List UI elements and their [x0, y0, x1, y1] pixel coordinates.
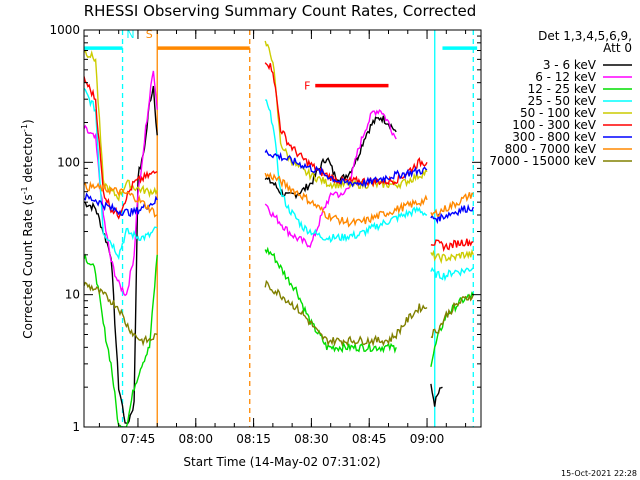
- series-line: [264, 62, 428, 188]
- series-line: [264, 40, 428, 190]
- series-line: [264, 148, 428, 189]
- generation-timestamp: 15-Oct-2021 22:28: [561, 469, 637, 478]
- legend-entry-label: 3 - 6 keV: [543, 58, 597, 72]
- series-line: [84, 87, 158, 261]
- y-tick-label: 10: [65, 288, 80, 302]
- series-line: [264, 279, 428, 347]
- y-axis-label: Corrected Count Rate (s-1 detector-1): [20, 119, 35, 338]
- plot-frame: [83, 29, 482, 428]
- x-axis-label: Start Time (14-May-02 07:31:02): [183, 455, 380, 469]
- series-line: [430, 291, 474, 367]
- series-layer: [84, 40, 474, 427]
- series-line: [430, 383, 443, 407]
- x-tick-label: 08:00: [178, 432, 213, 446]
- x-tick-label: 08:30: [294, 432, 329, 446]
- flag-label: S: [146, 28, 153, 41]
- legend-entry-label: 50 - 100 keV: [520, 106, 597, 120]
- flag-label: N: [126, 28, 134, 41]
- chart-title: RHESSI Observing Summary Count Rates, Co…: [84, 2, 477, 20]
- series-12-25keV: [84, 246, 474, 427]
- series-line: [264, 109, 397, 249]
- series-line: [430, 238, 474, 253]
- series-line: [84, 48, 158, 202]
- series-line: [264, 171, 428, 228]
- series-line: [430, 293, 474, 339]
- x-tick-label: 08:15: [236, 432, 271, 446]
- y-tick-label: 1: [72, 420, 80, 434]
- y-axis: 1 10 100 1000: [49, 23, 481, 434]
- series-6-12keV: [84, 70, 397, 297]
- x-tick-label: 09:00: [410, 432, 445, 446]
- series-line: [84, 85, 158, 425]
- y-tick-label: 1000: [49, 23, 80, 37]
- legend-entry-label: 6 - 12 keV: [535, 70, 597, 84]
- series-7000-15000keV: [84, 279, 474, 347]
- vertical-markers: [121, 30, 474, 427]
- series-line: [84, 253, 158, 427]
- flag-label: F: [304, 80, 310, 93]
- series-line: [265, 99, 428, 244]
- series-3-6keV: [84, 85, 443, 425]
- series-line: [84, 281, 158, 347]
- legend-entry-label: 300 - 800 keV: [512, 130, 596, 144]
- y-tick-label: 100: [57, 155, 80, 169]
- y-axis-label-sup2: -1: [20, 124, 29, 132]
- legend-entry-label: 12 - 25 keV: [528, 82, 597, 96]
- y-axis-label-main: Corrected Count Rate (s: [21, 194, 35, 338]
- y-axis-label-mid: detector: [21, 132, 35, 187]
- series-line: [84, 76, 158, 220]
- series-25-50keV: [84, 87, 474, 282]
- y-axis-label-sup1: -1: [20, 186, 29, 194]
- legend-header-detectors: Det 1,3,4,5,6,9,: [538, 29, 632, 43]
- flags-layer: N S F: [84, 28, 478, 93]
- series-line: [264, 115, 397, 200]
- series-50-100keV: [84, 40, 474, 265]
- series-line: [430, 192, 474, 217]
- legend-entry-label: 7000 - 15000 keV: [489, 154, 596, 168]
- series-line: [84, 70, 158, 297]
- legend-header-attenuator: Att 0: [603, 41, 632, 55]
- legend-entry-label: 800 - 7000 keV: [505, 142, 597, 156]
- x-tick-label: 08:45: [352, 432, 387, 446]
- series-line: [430, 203, 474, 225]
- series-800-7000keV: [84, 171, 474, 228]
- series-line: [84, 180, 158, 218]
- series-line: [84, 192, 158, 218]
- x-axis: 07:45 08:00 08:15 08:30 08:45 09:00: [98, 30, 467, 446]
- y-axis-label-end: ): [21, 119, 35, 124]
- legend-entry-label: 100 - 300 keV: [512, 118, 596, 132]
- series-line: [430, 266, 474, 282]
- legend-entry-label: 25 - 50 keV: [528, 94, 597, 108]
- series-line: [430, 248, 474, 265]
- series-line: [264, 246, 397, 354]
- x-tick-label: 07:45: [121, 432, 156, 446]
